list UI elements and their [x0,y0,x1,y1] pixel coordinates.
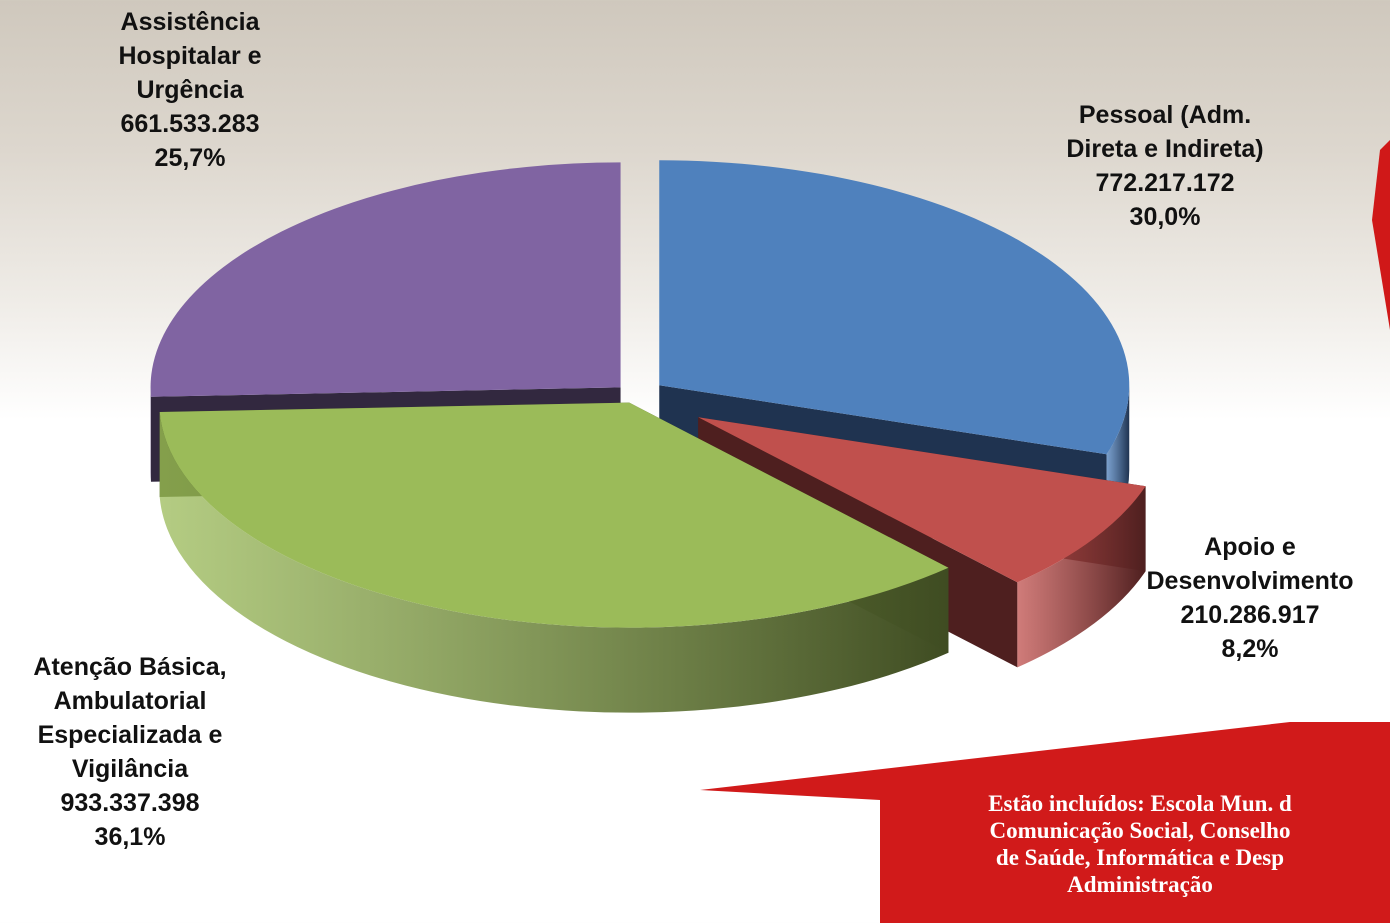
label-line: Assistência Hospitalar e Urgência [65,5,315,107]
label-line: 30,0% [1040,200,1290,234]
label-line: Pessoal (Adm. Direta e Indireta) [1040,98,1290,166]
slide: Pessoal (Adm. Direta e Indireta)772.217.… [0,0,1390,923]
callout-line: Comunicação Social, Conselho [880,817,1390,844]
label-line: 8,2% [1100,632,1390,666]
slice-top [151,162,621,396]
label-line: Atenção Básica, Ambulatorial Especializa… [5,650,255,786]
label-line: 36,1% [5,820,255,854]
data-label: Atenção Básica, Ambulatorial Especializa… [5,650,255,854]
callout-line: Administração [880,871,1390,898]
decor [1372,140,1390,330]
label-line: Apoio e Desenvolvimento [1100,530,1390,598]
label-line: 933.337.398 [5,786,255,820]
label-line: 661.533.283 [65,107,315,141]
callout-line: de Saúde, Informática e Desp [880,844,1390,871]
pie [151,160,1146,712]
label-line: 25,7% [65,141,315,175]
label-line: 772.217.172 [1040,166,1290,200]
data-label: Pessoal (Adm. Direta e Indireta)772.217.… [1040,98,1290,234]
callout-line: Estão incluídos: Escola Mun. d [880,790,1390,817]
label-line: 210.286.917 [1100,598,1390,632]
